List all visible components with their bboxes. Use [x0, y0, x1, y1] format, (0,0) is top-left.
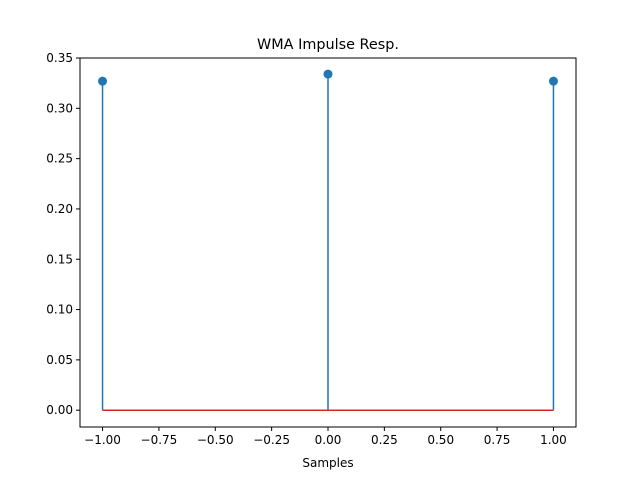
- y-tick-label: 0.25: [46, 152, 73, 166]
- x-tick-label: −0.50: [197, 433, 234, 447]
- stem-marker: [323, 69, 333, 79]
- x-tick-label: −1.00: [84, 433, 121, 447]
- x-tick-label: 0.25: [371, 433, 398, 447]
- chart-title: WMA Impulse Resp.: [257, 37, 399, 53]
- y-tick-label: 0.05: [46, 353, 73, 367]
- stem-marker: [548, 76, 558, 86]
- x-tick-label: 0.00: [315, 433, 342, 447]
- x-tick-label: 1.00: [540, 433, 567, 447]
- plot-area: [98, 69, 558, 411]
- y-tick-label: 0.15: [46, 252, 73, 266]
- x-axis-label: Samples: [302, 456, 353, 470]
- y-tick-label: 0.35: [46, 51, 73, 65]
- axes: −1.00 −0.75 −0.50 −0.25 0.00 0.25 0.50 0.75 1.00…: [46, 51, 577, 447]
- y-tick-label: 0.30: [46, 101, 73, 115]
- x-tick-label: −0.75: [141, 433, 178, 447]
- x-tick-label: 0.50: [427, 433, 454, 447]
- stem-marker: [98, 76, 108, 86]
- x-tick-label: −0.25: [253, 433, 290, 447]
- x-tick-label: 0.75: [484, 433, 511, 447]
- y-tick-label: 0.10: [46, 303, 73, 317]
- y-tick-label: 0.20: [46, 202, 73, 216]
- y-tick-label: 0.00: [46, 403, 73, 417]
